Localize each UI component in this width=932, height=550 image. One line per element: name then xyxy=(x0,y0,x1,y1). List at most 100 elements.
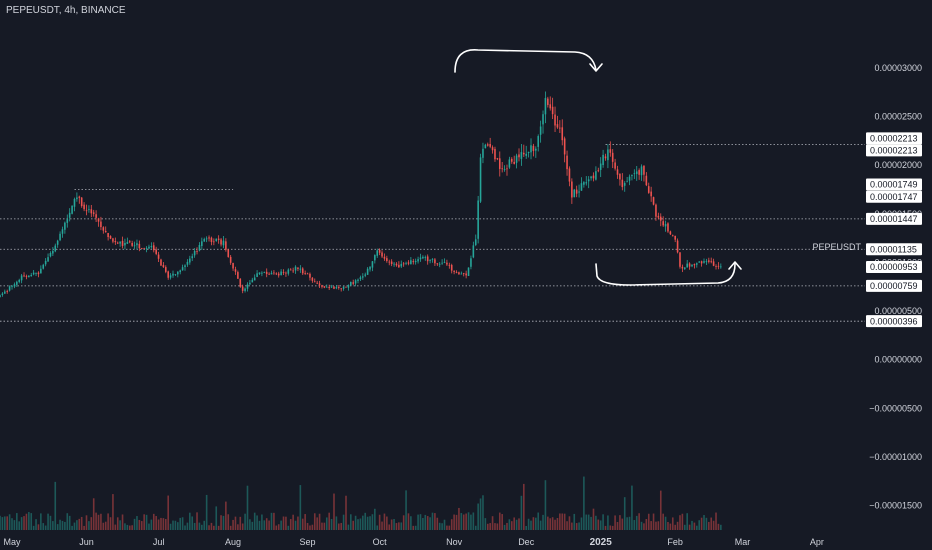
time-tick-label: Oct xyxy=(373,537,388,547)
volume-bar xyxy=(222,515,225,530)
candle-body xyxy=(124,242,126,246)
candle-body xyxy=(645,175,648,186)
volume-bar xyxy=(362,515,364,530)
candle-body xyxy=(438,263,441,265)
volume-bar xyxy=(575,523,578,530)
time-tick-label: Apr xyxy=(810,537,824,547)
candle-body xyxy=(453,270,455,272)
volume-bar xyxy=(590,516,592,530)
volume-bar xyxy=(599,520,602,530)
candle-body xyxy=(215,238,218,241)
candle-body xyxy=(66,218,69,223)
volume-bar xyxy=(664,516,667,530)
candle-body xyxy=(225,241,227,250)
candle-body xyxy=(472,245,475,258)
volume-bar xyxy=(669,523,672,530)
volume-bar xyxy=(198,522,201,530)
volume-bar xyxy=(559,513,561,530)
candle-body xyxy=(304,273,306,274)
candle-body xyxy=(40,268,42,274)
candle-body xyxy=(446,262,448,265)
candle-body xyxy=(611,152,614,162)
volume-bar xyxy=(301,518,304,530)
candle-body xyxy=(210,237,213,242)
candle-body xyxy=(554,114,556,126)
candle-body xyxy=(92,212,95,214)
candle-body xyxy=(494,148,496,160)
volume-bar xyxy=(573,513,576,530)
volume-bar xyxy=(138,519,141,530)
volume-bar xyxy=(446,525,448,530)
volume-bar xyxy=(155,516,157,530)
volume-bar xyxy=(554,519,556,530)
candle-body xyxy=(189,258,191,263)
volume-bar xyxy=(643,523,645,530)
candle-body xyxy=(597,170,600,172)
volume-bar xyxy=(390,519,393,530)
volume-bar xyxy=(133,518,136,530)
candle-body xyxy=(388,261,391,263)
price-tick-label: −0.00000500 xyxy=(869,403,922,413)
volume-bar xyxy=(109,517,112,530)
volume-bar xyxy=(107,513,109,530)
volume-bar xyxy=(20,517,23,530)
volume-bar xyxy=(128,525,131,530)
candle-body xyxy=(671,235,674,237)
candle-body xyxy=(458,272,460,275)
volume-bar xyxy=(715,512,717,530)
candle-body xyxy=(364,274,367,276)
volume-bar xyxy=(434,513,436,530)
price-label-box xyxy=(866,132,922,145)
candle-body xyxy=(164,267,167,272)
candle-body xyxy=(708,260,710,262)
volume-bar xyxy=(174,520,177,530)
volume-bar xyxy=(157,519,160,530)
candle-body xyxy=(340,288,342,290)
volume-bar xyxy=(448,525,451,530)
volume-bar xyxy=(482,495,484,530)
candle-body xyxy=(179,270,182,273)
candle-body xyxy=(280,271,282,276)
candle-body xyxy=(422,256,424,259)
volume-bar xyxy=(342,514,345,530)
volume-bar xyxy=(239,516,242,530)
volume-bar xyxy=(542,514,544,530)
candle-body xyxy=(88,209,90,211)
candle-body xyxy=(604,156,607,159)
volume-bar xyxy=(143,514,145,530)
volume-bar xyxy=(374,508,376,530)
time-axis[interactable]: May Jun Jul Aug Sep Oct Nov Dec 2025 Feb Mar Apr xyxy=(4,537,824,548)
volume-bar xyxy=(97,514,100,530)
volume-bar xyxy=(597,519,600,530)
volume-bar xyxy=(208,525,210,530)
volume-bar xyxy=(657,521,660,530)
volume-bar xyxy=(604,525,607,530)
volume-bar xyxy=(76,520,78,530)
candle-body xyxy=(169,275,172,278)
candle-body xyxy=(679,252,681,267)
price-label-box xyxy=(866,144,922,157)
candle-body xyxy=(674,235,676,240)
volume-bar xyxy=(294,520,297,530)
candle-body xyxy=(297,267,299,269)
candle-body xyxy=(8,286,11,291)
candle-body xyxy=(253,277,256,281)
candle-body xyxy=(583,182,585,185)
candle-body xyxy=(68,212,71,218)
volume-bar xyxy=(193,522,196,530)
volume-bar xyxy=(277,524,280,530)
volume-bar xyxy=(306,522,309,530)
volume-bar xyxy=(40,513,42,530)
candle-body xyxy=(571,181,573,198)
candle-body xyxy=(662,221,664,226)
candle-body xyxy=(150,246,153,248)
candle-body xyxy=(11,285,13,287)
candle-body xyxy=(44,260,47,265)
candle-body xyxy=(97,218,100,222)
time-tick-label: Nov xyxy=(446,537,463,547)
volume-bar xyxy=(282,516,285,530)
volume-bar xyxy=(258,520,261,530)
volume-bar xyxy=(683,524,686,530)
candle-body xyxy=(321,285,323,287)
